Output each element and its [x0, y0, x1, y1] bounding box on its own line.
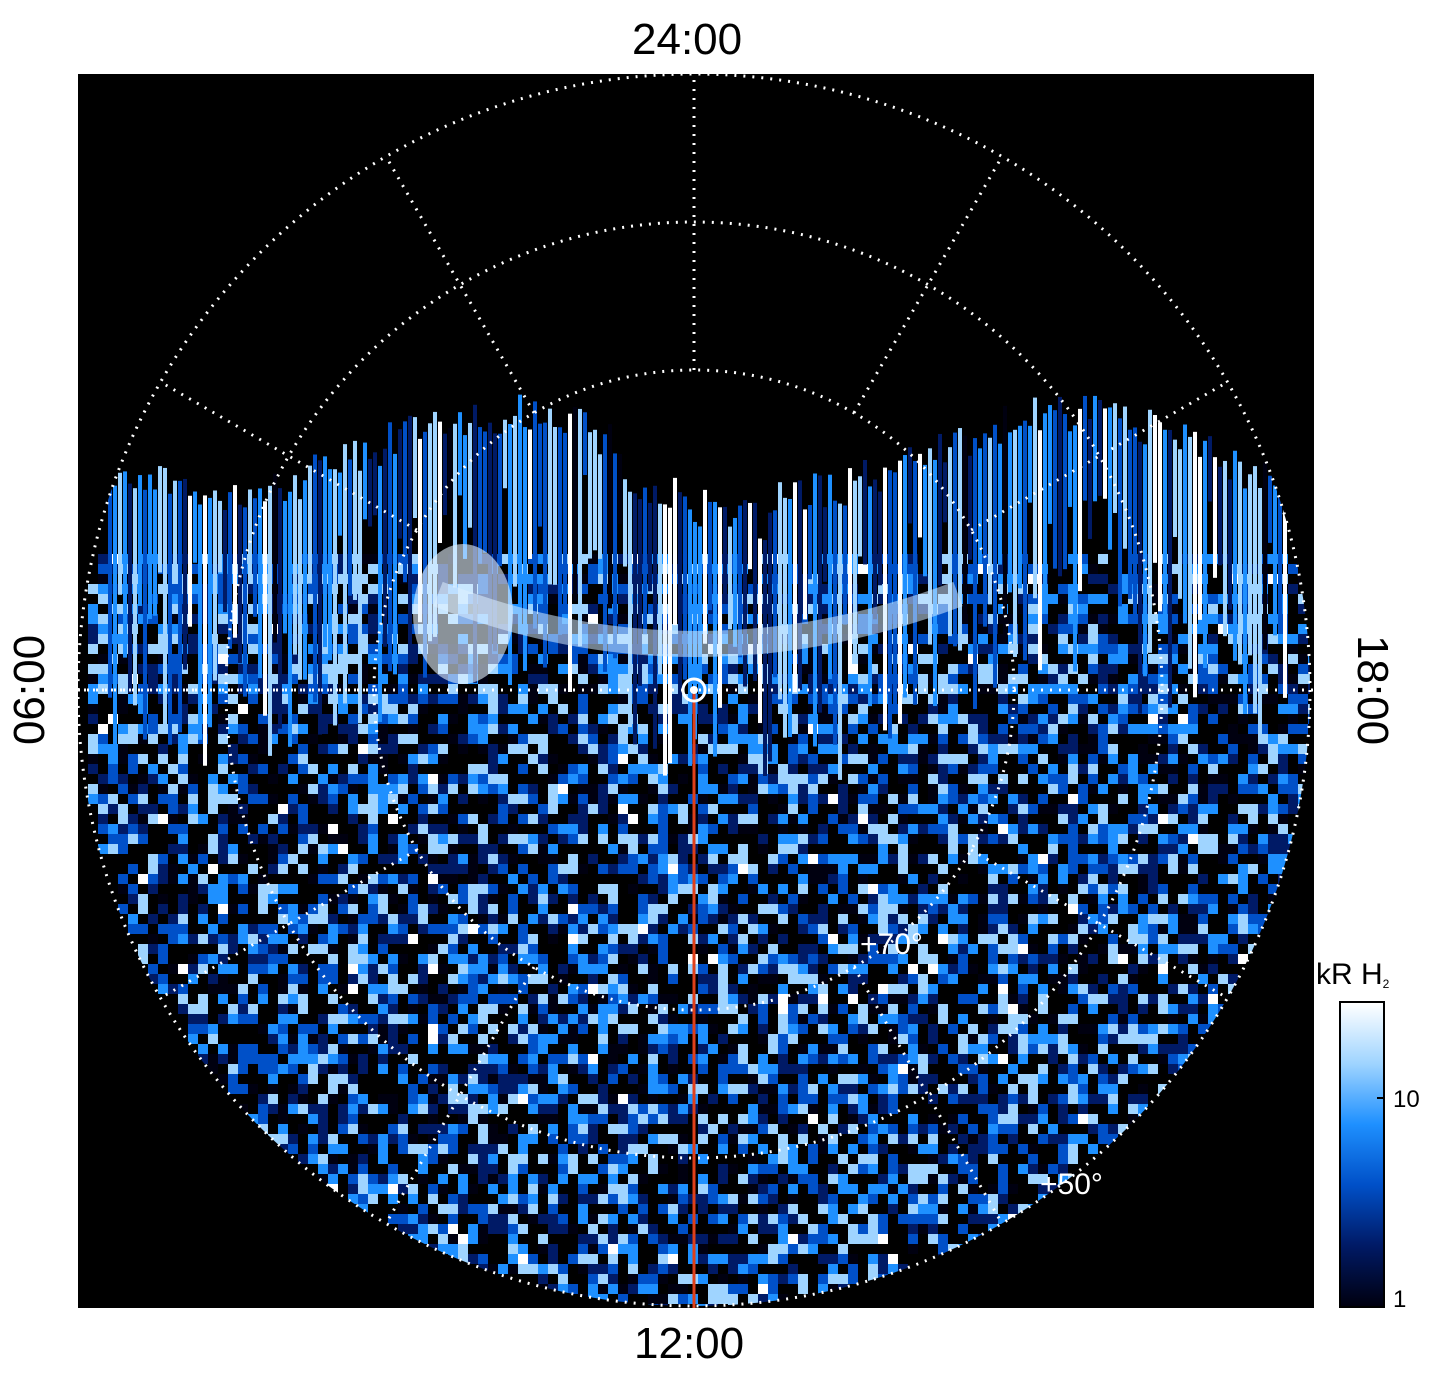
auroral-emission-layer — [88, 394, 1310, 1306]
colorbar-tick-1: 1 — [1393, 1286, 1407, 1313]
local-time-label-top: 24:00 — [632, 15, 743, 64]
colorbar-tick-10: 10 — [1393, 1086, 1420, 1113]
latitude-label-70: +70° — [860, 928, 923, 961]
latitude-label-50: +50° — [1040, 1168, 1103, 1201]
colorbar-tick-mark-10 — [1377, 1097, 1385, 1099]
pole-marker-icon — [681, 677, 707, 703]
pole-marker-dot — [690, 686, 698, 694]
colorbar-title-subscript: 2 — [1382, 977, 1390, 991]
polar-projection-image — [78, 74, 1314, 1308]
colorbar-title-text: kR H — [1316, 958, 1383, 991]
polar-projection-svg — [78, 74, 1314, 1308]
colorbar — [1339, 1001, 1385, 1308]
colorbar-title: kR H2 — [1316, 958, 1389, 992]
local-time-label-left: 06:00 — [5, 634, 54, 746]
local-time-label-right: 18:00 — [1348, 634, 1397, 746]
local-time-label-bottom: 12:00 — [634, 1319, 745, 1368]
lat-lon-grid — [78, 74, 1314, 1308]
